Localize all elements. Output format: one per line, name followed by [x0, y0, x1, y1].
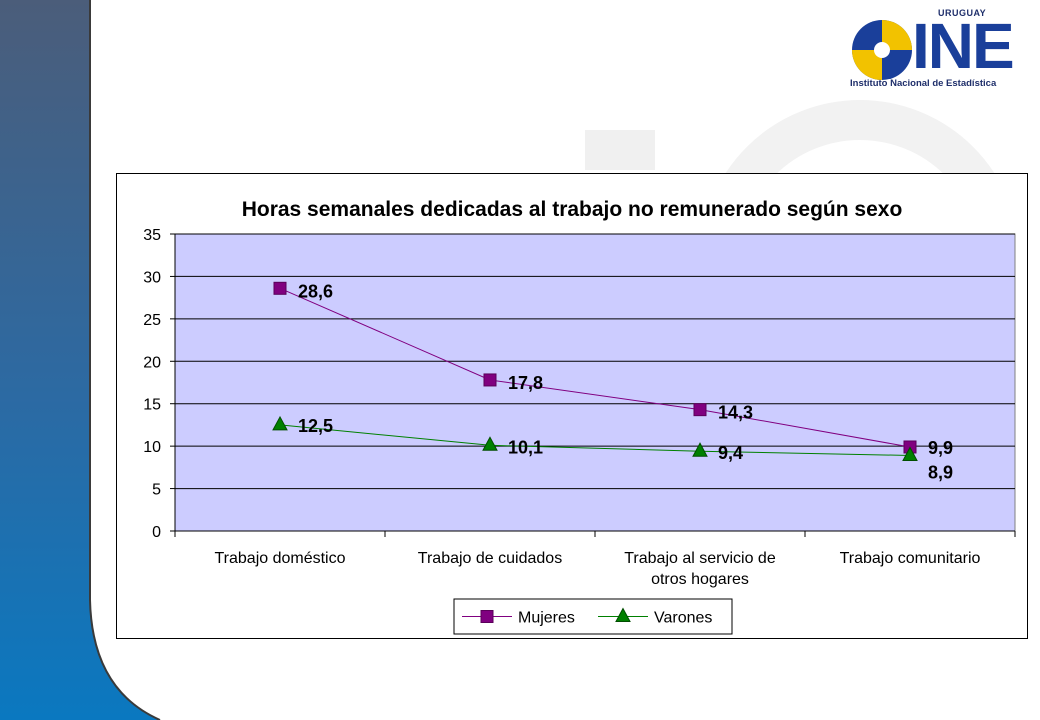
data-label-mujeres: 28,6: [298, 281, 333, 301]
x-category-label: otros hogares: [651, 571, 749, 588]
y-tick-label: 15: [143, 397, 161, 414]
x-category-label: Trabajo al servicio de: [624, 550, 776, 567]
logo-institute-name: Instituto Nacional de Estadística: [850, 78, 997, 89]
watermark-bar: [585, 130, 655, 170]
y-tick-label: 25: [143, 312, 161, 329]
x-category-label: Trabajo doméstico: [214, 550, 345, 567]
legend-label-mujeres: Mujeres: [518, 610, 575, 627]
data-label-mujeres: 17,8: [508, 373, 543, 393]
plot-background: [174, 233, 1016, 532]
data-point-varones: [272, 415, 288, 431]
chart-frame: Horas semanales dedicadas al trabajo no …: [116, 173, 1028, 639]
left-band-edge: [89, 0, 161, 720]
chart-title: Horas semanales dedicadas al trabajo no …: [242, 198, 903, 221]
legend-marker-mujeres: [480, 610, 494, 623]
data-label-varones: 12,5: [298, 416, 333, 436]
logo-country: URUGUAY: [938, 8, 987, 18]
chart-legend: Mujeres Varones: [453, 598, 733, 635]
data-label-mujeres: 9,9: [928, 438, 953, 458]
left-blue-band: [0, 0, 160, 720]
ine-logo: URUGUAY INE Instituto Nacional de Estadí…: [848, 8, 1036, 94]
data-point-mujeres: [483, 373, 497, 387]
data-label-varones: 8,9: [928, 462, 953, 482]
data-point-varones: [692, 442, 708, 457]
legend-label-varones: Varones: [654, 610, 712, 627]
series-line-mujeres: [279, 287, 911, 448]
x-category-label: Trabajo comunitario: [840, 550, 981, 567]
y-tick-label: 20: [143, 354, 161, 371]
y-tick-label: 35: [143, 227, 161, 244]
y-tick-label: 5: [152, 482, 161, 499]
data-point-varones: [902, 446, 918, 461]
y-tick-label: 30: [143, 269, 161, 286]
y-tick-label: 0: [152, 524, 161, 541]
series-line-varones: [279, 424, 911, 456]
legend-marker-varones: [615, 607, 631, 622]
data-point-mujeres: [693, 403, 707, 417]
data-point-varones: [482, 436, 498, 451]
data-point-mujeres: [273, 281, 287, 295]
y-tick-label: 10: [143, 439, 161, 456]
plot-area: 0 5 10 15 20 25 30 35 Trabajo doméstico Trabajo d…: [143, 227, 1016, 588]
data-label-varones: 10,1: [508, 437, 543, 457]
ine-globe-icon: [852, 20, 912, 80]
x-category-label: Trabajo de cuidados: [418, 550, 562, 567]
line-chart: Horas semanales dedicadas al trabajo no …: [143, 198, 1016, 635]
data-label-varones: 9,4: [718, 443, 743, 463]
logo-acronym: INE: [912, 10, 1015, 82]
data-label-mujeres: 14,3: [718, 403, 753, 423]
